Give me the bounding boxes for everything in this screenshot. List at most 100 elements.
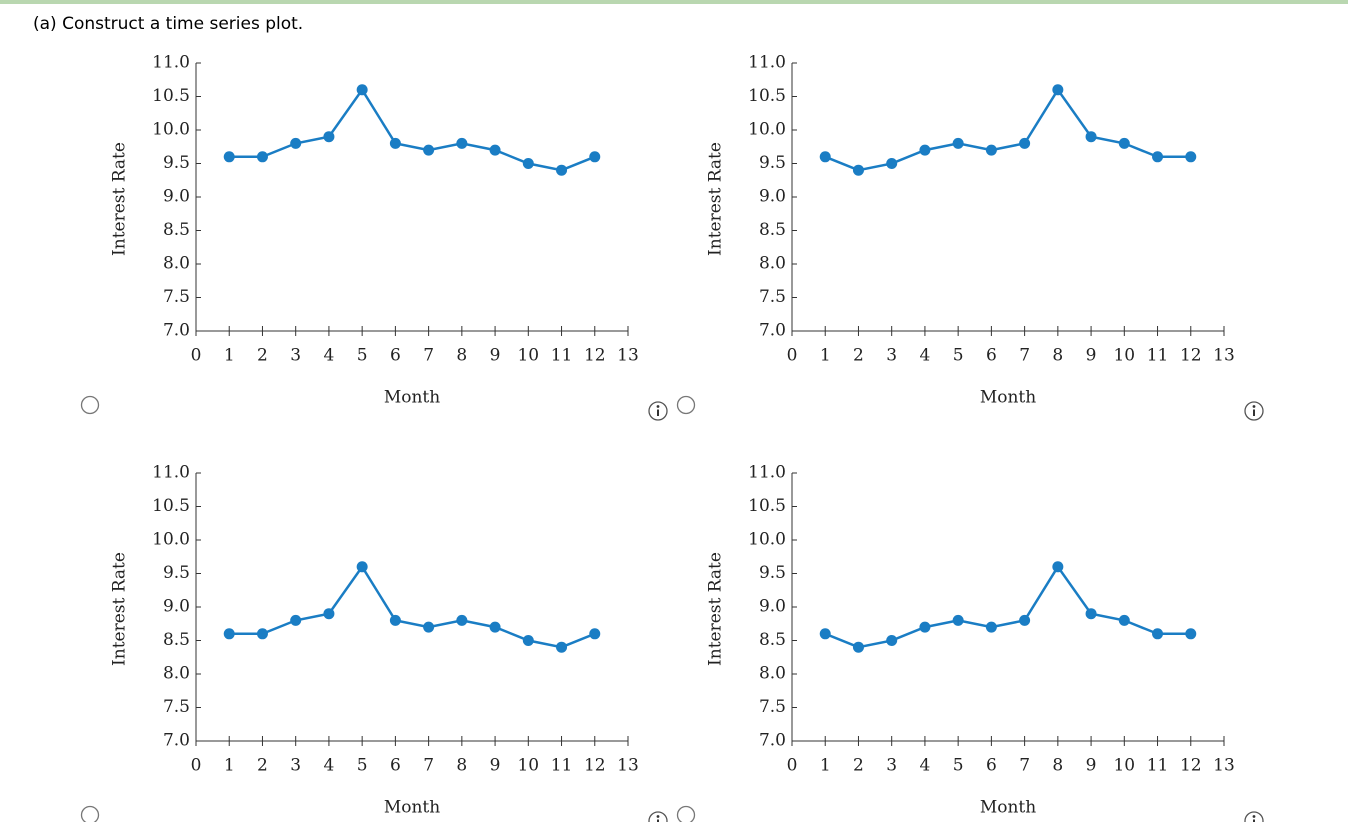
x-tick-label: 3 <box>886 346 897 366</box>
info-icon-dot <box>656 405 660 408</box>
x-tick-label: 13 <box>1213 756 1235 776</box>
x-tick-label: 11 <box>1147 756 1169 776</box>
chart: 7.07.58.08.59.09.510.010.511.00 1 2 3 4 5 6 7 8 9… <box>676 463 1264 822</box>
data-point <box>852 164 864 176</box>
y-axis-label: Interest Rate <box>706 142 726 256</box>
x-tick-label: 8 <box>1052 346 1063 366</box>
x-tick-label: 9 <box>490 756 501 776</box>
y-tick-label: 7.5 <box>759 697 786 717</box>
data-point <box>223 151 235 163</box>
y-tick-label: 11.0 <box>748 53 786 73</box>
data-point <box>489 144 501 156</box>
y-tick-label: 10.0 <box>748 120 786 140</box>
x-tick-label: 12 <box>1180 346 1202 366</box>
data-line <box>824 87 1191 172</box>
data-point <box>290 137 302 149</box>
chart: 7.07.58.08.59.09.510.010.511.00 1 2 3 4 5 6 7 8 9… <box>80 53 668 421</box>
x-tick-label: 8 <box>456 756 467 776</box>
x-tick-label: 12 <box>584 756 606 776</box>
x-tick-label: 9 <box>1086 756 1097 776</box>
x-tick-label: 13 <box>617 756 639 776</box>
chart: 7.07.58.08.59.09.510.010.511.00 1 2 3 4 5 6 7 8 9… <box>80 463 668 822</box>
x-tick-label: 0 <box>787 756 798 776</box>
y-tick-label: 10.5 <box>152 86 190 106</box>
data-point <box>852 641 864 653</box>
data-point <box>323 608 335 620</box>
x-tick-label: 12 <box>584 346 606 366</box>
y-tick-label: 7.5 <box>759 287 786 307</box>
y-tick-label: 9.5 <box>163 563 190 583</box>
data-point <box>423 621 435 633</box>
x-tick-label: 12 <box>1180 756 1202 776</box>
x-tick-label: 11 <box>1147 346 1169 366</box>
x-tick-label: 1 <box>224 346 235 366</box>
data-point <box>522 158 534 169</box>
radio-button[interactable] <box>676 805 696 822</box>
data-line <box>824 564 1191 649</box>
x-tick-label: 7 <box>423 346 434 366</box>
question-text: (a) Construct a time series plot. <box>33 14 303 34</box>
x-tick-label: 3 <box>886 756 897 776</box>
data-point <box>819 151 831 163</box>
radio-button[interactable] <box>80 805 100 822</box>
x-tick-label: 6 <box>986 346 997 366</box>
x-tick-label: 10 <box>1113 756 1135 776</box>
y-tick-label: 10.0 <box>748 530 786 550</box>
data-point <box>919 144 931 156</box>
y-tick-label: 10.0 <box>152 120 190 140</box>
x-tick-label: 5 <box>357 756 368 776</box>
x-tick-label: 6 <box>390 346 401 366</box>
data-point <box>1185 151 1197 163</box>
y-tick-label: 9.5 <box>759 153 786 173</box>
x-tick-label: 2 <box>257 346 268 366</box>
data-point <box>952 137 964 149</box>
data-point <box>356 561 368 573</box>
radio-button[interactable] <box>80 395 100 415</box>
x-tick-label: 7 <box>423 756 434 776</box>
data-point <box>489 621 501 633</box>
x-tick-label: 0 <box>787 346 798 366</box>
chart: 7.07.58.08.59.09.510.010.511.00 1 2 3 4 5 6 7 8 9… <box>676 53 1264 421</box>
y-tick-label: 7.5 <box>163 287 190 307</box>
data-point <box>256 151 268 163</box>
x-tick-label: 10 <box>517 756 539 776</box>
data-point <box>556 641 568 653</box>
y-tick-label: 10.5 <box>152 496 190 516</box>
y-tick-label: 8.0 <box>759 254 786 274</box>
x-tick-label: 4 <box>324 756 335 776</box>
data-point <box>389 137 401 149</box>
x-tick-label: 11 <box>551 346 573 366</box>
x-tick-label: 6 <box>986 756 997 776</box>
x-axis-label: Month <box>384 388 440 408</box>
x-tick-label: 2 <box>853 346 864 366</box>
x-tick-label: 13 <box>617 346 639 366</box>
x-tick-label: 1 <box>820 346 831 366</box>
data-point <box>589 151 601 163</box>
data-point <box>1085 608 1097 620</box>
y-tick-label: 8.0 <box>163 254 190 274</box>
y-tick-label: 8.5 <box>163 630 190 650</box>
data-point <box>223 628 235 640</box>
data-point <box>1152 628 1164 640</box>
info-icon-dot <box>656 815 660 818</box>
x-tick-label: 1 <box>224 756 235 776</box>
x-tick-label: 5 <box>357 346 368 366</box>
data-point <box>1052 561 1064 573</box>
data-point <box>323 131 335 143</box>
y-tick-label: 8.5 <box>759 220 786 240</box>
y-tick-label: 9.0 <box>759 187 786 207</box>
data-point <box>256 628 268 640</box>
y-tick-label: 9.5 <box>759 563 786 583</box>
x-tick-label: 0 <box>191 346 202 366</box>
radio-button[interactable] <box>676 395 696 415</box>
data-point <box>985 621 997 633</box>
x-tick-label: 5 <box>953 756 964 776</box>
y-tick-label: 9.0 <box>163 597 190 617</box>
y-tick-label: 8.0 <box>759 664 786 684</box>
data-point <box>985 144 997 156</box>
x-tick-label: 8 <box>456 346 467 366</box>
data-point <box>1152 151 1164 163</box>
data-point <box>886 158 898 169</box>
x-tick-label: 0 <box>191 756 202 776</box>
data-point <box>1118 614 1130 626</box>
